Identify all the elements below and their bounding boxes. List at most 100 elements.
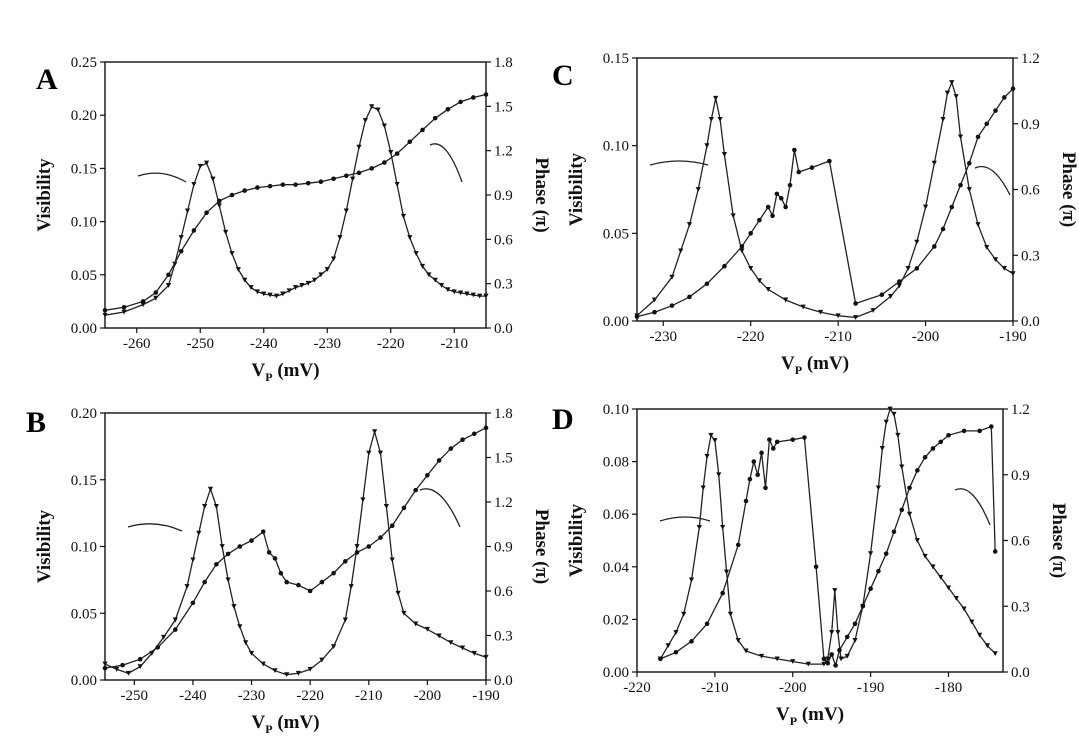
data-point-phase xyxy=(767,437,772,442)
data-point-visibility xyxy=(184,584,190,589)
data-point-phase xyxy=(389,523,395,529)
data-point-visibility xyxy=(360,497,366,503)
y-left-tick-label: 0.10 xyxy=(71,215,97,231)
data-point-visibility xyxy=(458,290,464,296)
panel-label: B xyxy=(26,406,46,439)
y-right-tick-label: 0.0 xyxy=(494,673,513,689)
data-point-visibility xyxy=(914,239,920,245)
data-point-visibility xyxy=(961,606,967,612)
data-point-visibility xyxy=(686,222,693,227)
data-point-phase xyxy=(961,428,967,434)
data-point-phase xyxy=(173,627,178,632)
data-point-visibility xyxy=(356,144,362,150)
data-point-visibility xyxy=(906,511,913,517)
data-point-phase xyxy=(770,213,775,219)
data-point-visibility xyxy=(305,280,311,286)
series-line-phase xyxy=(660,425,996,668)
data-point-visibility xyxy=(922,204,929,210)
y-left-tick-label: 0.15 xyxy=(71,161,97,177)
y-right-tick-label: 0.3 xyxy=(494,277,513,293)
plot-frame xyxy=(636,408,1004,673)
y-left-tick-label: 0.05 xyxy=(71,268,97,284)
y-right-tick-label: 1.2 xyxy=(494,495,513,511)
data-point-visibility xyxy=(717,116,723,122)
data-point-visibility xyxy=(895,432,901,438)
data-point-phase xyxy=(813,564,819,570)
data-point-phase xyxy=(669,303,675,308)
data-point-visibility xyxy=(735,638,741,643)
data-point-phase xyxy=(121,305,127,310)
series-line-visibility xyxy=(659,407,996,665)
data-point-phase xyxy=(790,437,796,442)
data-point-visibility xyxy=(436,633,442,639)
data-point-visibility xyxy=(821,661,827,667)
data-point-phase xyxy=(260,529,266,534)
x-tick-label: -190 xyxy=(472,688,500,704)
data-point-visibility xyxy=(852,638,858,643)
data-point-visibility xyxy=(681,611,687,617)
data-point-phase xyxy=(483,92,489,97)
y-left-axis-label: Visibility xyxy=(34,158,55,232)
x-tick-label: -250 xyxy=(121,688,149,704)
data-point-visibility xyxy=(739,248,745,254)
data-point-phase xyxy=(382,160,387,165)
data-point-phase xyxy=(137,656,143,662)
y-right-tick-label: 0.9 xyxy=(494,188,513,204)
data-point-visibility xyxy=(957,134,964,140)
data-point-phase xyxy=(255,185,260,190)
data-point-phase xyxy=(331,570,336,576)
x-tick-label: -190 xyxy=(999,329,1027,345)
y-right-tick-label: 1.8 xyxy=(494,406,513,422)
y-left-tick-label: 0.10 xyxy=(71,540,97,556)
data-point-visibility xyxy=(237,624,243,629)
data-point-visibility xyxy=(204,160,210,166)
data-point-phase xyxy=(992,549,998,554)
data-point-visibility xyxy=(424,626,430,632)
y-right-tick-label: 0.6 xyxy=(494,584,513,600)
data-point-visibility xyxy=(805,661,811,667)
y-right-tick-label: 0.0 xyxy=(494,321,513,337)
data-point-visibility xyxy=(295,670,302,676)
data-point-visibility xyxy=(197,163,203,169)
data-point-phase xyxy=(407,139,413,145)
y-left-tick-label: 0.15 xyxy=(71,473,97,489)
data-point-phase xyxy=(914,266,920,271)
x-tick-label: -230 xyxy=(649,329,677,345)
data-point-visibility xyxy=(774,656,780,662)
data-point-phase xyxy=(214,562,219,567)
data-point-phase xyxy=(190,600,196,606)
data-point-visibility xyxy=(102,661,108,667)
data-point-phase xyxy=(763,485,768,491)
data-point-visibility xyxy=(272,668,278,674)
data-point-phase xyxy=(829,652,834,657)
data-point-visibility xyxy=(730,213,736,219)
data-point-visibility xyxy=(704,143,710,149)
data-point-phase xyxy=(483,425,489,431)
data-point-phase xyxy=(993,108,998,113)
data-point-phase xyxy=(102,665,108,671)
data-point-visibility xyxy=(161,634,167,640)
data-point-visibility xyxy=(700,485,706,491)
data-point-visibility xyxy=(940,116,946,122)
y-right-axis-label: Phase (π) xyxy=(531,509,552,584)
data-point-visibility xyxy=(401,610,407,616)
data-point-phase xyxy=(897,279,902,284)
data-point-visibility xyxy=(825,656,831,662)
data-point-visibility xyxy=(432,277,438,283)
data-point-phase xyxy=(977,428,982,434)
data-point-visibility xyxy=(319,657,325,663)
data-point-phase xyxy=(852,621,858,627)
y-left-tick-label: 0.10 xyxy=(603,139,629,155)
data-point-visibility xyxy=(102,312,108,318)
data-point-visibility xyxy=(362,118,368,123)
y-right-tick-label: 1.8 xyxy=(494,55,513,71)
data-point-phase xyxy=(989,424,994,429)
y-right-tick-label: 0.0 xyxy=(1021,314,1040,330)
y-right-tick-label: 0.0 xyxy=(1011,665,1030,681)
data-point-phase xyxy=(778,195,784,201)
data-point-visibility xyxy=(868,551,874,557)
data-point-phase xyxy=(296,582,301,588)
y-left-tick-label: 0.08 xyxy=(603,455,629,471)
y-left-tick-label: 0.02 xyxy=(603,612,629,628)
x-tick-label: -200 xyxy=(912,329,940,345)
